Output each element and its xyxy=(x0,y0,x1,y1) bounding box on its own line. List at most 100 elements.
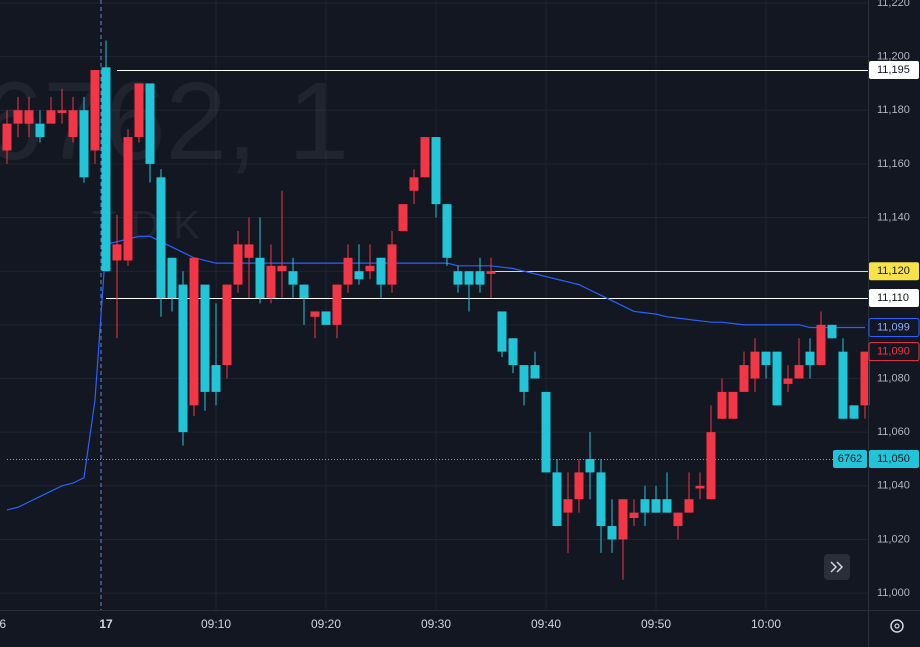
candle-body xyxy=(2,123,12,151)
candle-body xyxy=(68,110,78,138)
grid xyxy=(0,0,868,610)
candle-body xyxy=(860,351,870,406)
candle-body xyxy=(662,499,672,513)
candle-body xyxy=(222,284,232,366)
candle-body xyxy=(288,271,298,285)
candle-body xyxy=(13,110,23,124)
candle-body xyxy=(739,365,749,392)
candle-body xyxy=(629,512,639,518)
candle-body xyxy=(123,137,133,261)
candle-body xyxy=(156,177,166,299)
price-label-box xyxy=(868,318,920,338)
candle-body xyxy=(420,137,430,178)
candle-body xyxy=(464,271,474,285)
settings-button[interactable] xyxy=(890,619,904,633)
y-tick-label: 11,080 xyxy=(877,372,910,384)
candle-body xyxy=(684,499,694,513)
x-tick-label: 17 xyxy=(99,617,113,631)
candle-body xyxy=(783,378,793,384)
candle-body xyxy=(618,499,628,540)
candle-body xyxy=(717,391,727,419)
candle-body xyxy=(849,405,859,419)
candle-body xyxy=(310,311,320,317)
candle-body xyxy=(178,284,188,433)
candle-body xyxy=(134,83,144,138)
candle-body xyxy=(585,458,595,473)
candle-body xyxy=(607,526,617,540)
price-tag: 6762 xyxy=(838,453,862,465)
y-tick-label: 11,040 xyxy=(877,480,910,492)
candle-body xyxy=(772,351,782,406)
moving-average xyxy=(6,235,865,511)
candle-body xyxy=(321,311,331,325)
price-label: 11,050 xyxy=(877,453,910,465)
candle-body xyxy=(112,244,122,261)
y-tick-label: 11,200 xyxy=(877,51,910,63)
y-tick-label: 11,060 xyxy=(877,426,910,438)
x-tick-label: 09:20 xyxy=(311,617,341,631)
watermark-symbol: 6762, 1 xyxy=(0,60,349,183)
candle-body xyxy=(387,244,397,285)
candle-body xyxy=(750,351,760,379)
candle-body xyxy=(255,257,265,299)
price-tag-box xyxy=(833,449,867,468)
y-tick-label: 11,220 xyxy=(877,0,910,9)
y-tick-label: 11,180 xyxy=(877,104,910,116)
candle-body xyxy=(277,265,287,272)
candle-body xyxy=(541,391,551,473)
candle-body xyxy=(409,177,419,191)
candle-body xyxy=(167,257,177,299)
x-tick-label: 09:30 xyxy=(421,617,451,631)
candle-body xyxy=(365,265,375,272)
price-label-box xyxy=(869,262,919,281)
candle-body xyxy=(442,204,452,258)
y-tick-label: 11,160 xyxy=(877,158,910,170)
x-tick-label: 16 xyxy=(0,617,6,631)
price-label: 11,099 xyxy=(877,321,910,333)
candle-body xyxy=(563,499,573,513)
candle-body xyxy=(695,485,705,489)
candle-body xyxy=(706,432,716,500)
price-label-box xyxy=(868,342,920,362)
price-label: 11,110 xyxy=(877,292,909,304)
candle-body xyxy=(530,365,540,379)
candle-body xyxy=(838,351,848,419)
candle-body xyxy=(101,67,111,272)
candle-body xyxy=(145,83,155,164)
candle-body xyxy=(376,257,386,285)
candle-body xyxy=(233,244,243,285)
candle-body xyxy=(673,512,683,527)
candle-body xyxy=(761,351,771,366)
y-tick-label: 11,000 xyxy=(877,587,910,599)
candle-body xyxy=(211,365,221,392)
axes: 11,00011,02011,04011,06011,08011,10011,1… xyxy=(0,0,920,631)
x-tick-label: 10:00 xyxy=(751,617,781,631)
candle-body xyxy=(398,204,408,231)
candle-body xyxy=(244,244,254,258)
price-label-box xyxy=(869,289,919,308)
candle-body xyxy=(24,110,34,124)
price-label: 11,120 xyxy=(877,265,910,277)
candle-body xyxy=(46,110,56,124)
candle-body xyxy=(332,284,342,325)
candle-body xyxy=(805,351,815,366)
candle-body xyxy=(343,257,353,285)
plot xyxy=(2,40,870,580)
candle-body xyxy=(728,391,738,419)
y-tick-label: 11,140 xyxy=(877,211,910,223)
candle-body xyxy=(79,110,89,178)
candle-body xyxy=(794,365,804,379)
scroll-button[interactable] xyxy=(824,554,850,580)
candle-body xyxy=(475,271,485,285)
candle-body xyxy=(453,271,463,285)
candle-body xyxy=(827,324,837,339)
candle-body xyxy=(90,70,100,151)
candle-body xyxy=(574,472,584,500)
candle-body xyxy=(552,472,562,527)
candle-body xyxy=(651,499,661,513)
candle-body xyxy=(266,265,276,299)
candle-body xyxy=(519,365,529,392)
candle-body xyxy=(189,257,199,406)
